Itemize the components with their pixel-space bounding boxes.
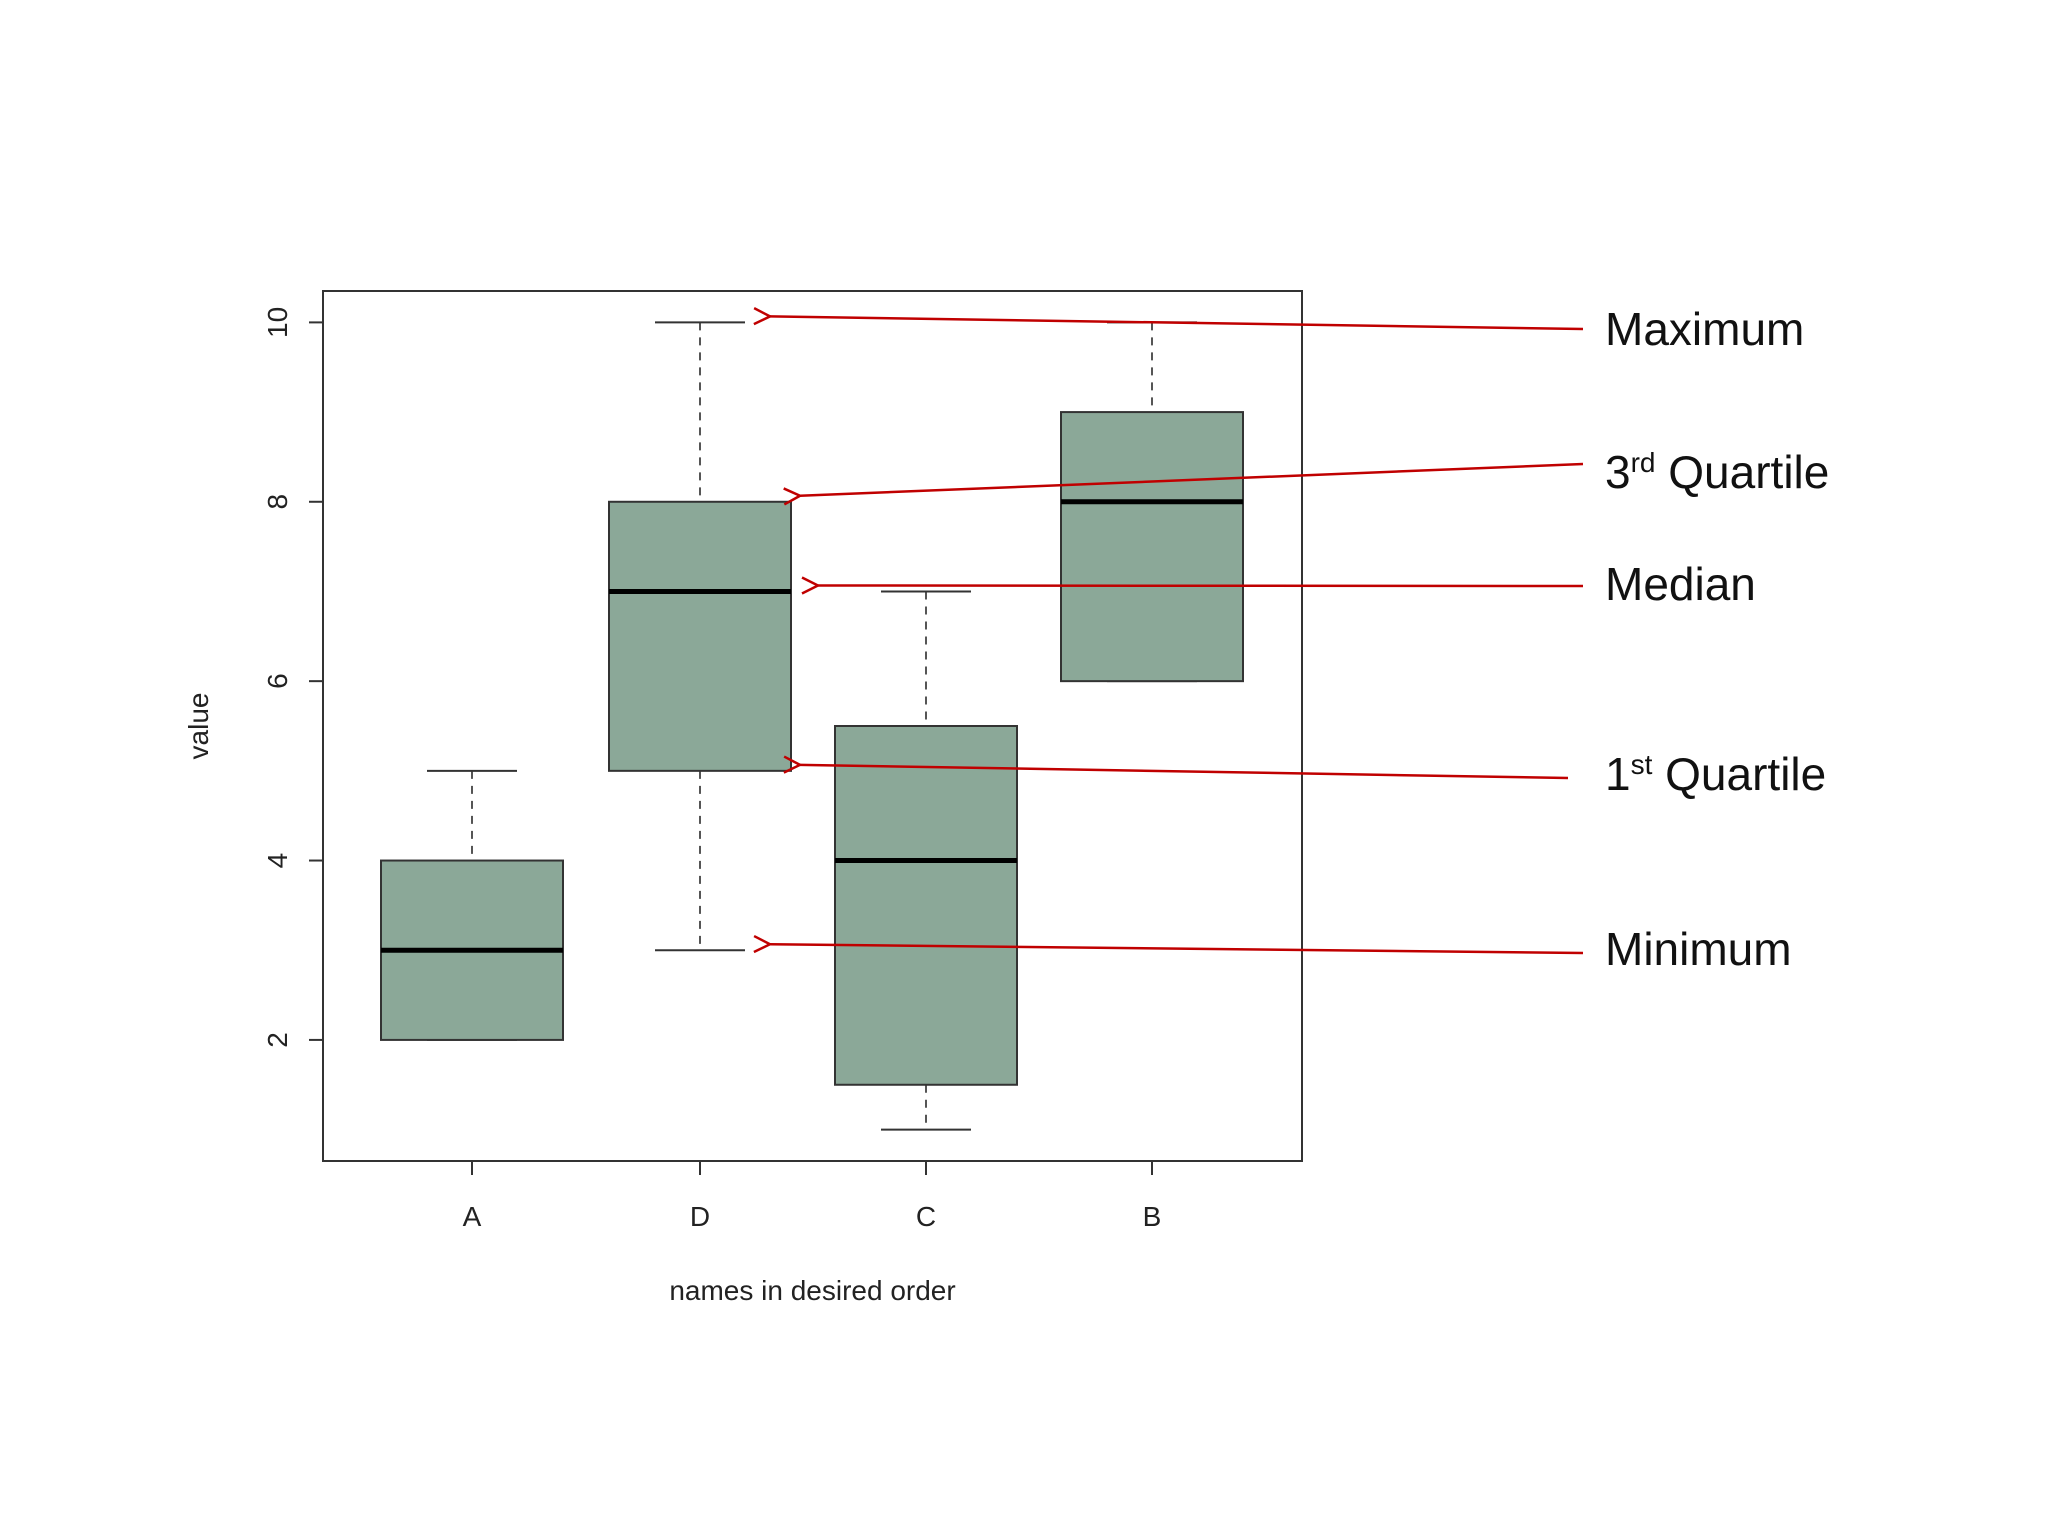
x-tick-label: C (916, 1201, 936, 1232)
annotation-label-minimum: Minimum (1605, 923, 1792, 975)
y-tick-label: 10 (262, 307, 293, 338)
y-tick-label: 4 (262, 853, 293, 869)
x-tick-label: D (690, 1201, 710, 1232)
annotation-label-q1: 1st Quartile (1605, 748, 1826, 800)
box-group-c (834, 590, 1018, 1131)
y-axis-title: value (183, 693, 214, 760)
annotation-arrow-q3 (800, 462, 1584, 496)
y-tick-label: 2 (262, 1032, 293, 1048)
iqr-box (608, 500, 792, 772)
box-group-b (1060, 321, 1244, 683)
y-tick-label: 6 (262, 673, 293, 689)
annotation-label-q3: 3rd Quartile (1605, 446, 1829, 498)
box-group-d (608, 321, 792, 952)
annotation-label-median: Median (1605, 558, 1756, 610)
annotation-arrow-q1 (800, 765, 1569, 780)
iqr-box (834, 725, 1018, 1086)
annotation-arrow-median (818, 585, 1584, 586)
box-group-a (380, 769, 564, 1041)
iqr-box (1060, 411, 1244, 683)
x-axis-title: names in desired order (669, 1275, 955, 1306)
annotation-arrow-maximum (770, 316, 1584, 331)
y-tick-label: 8 (262, 494, 293, 510)
x-tick-label: B (1143, 1201, 1162, 1232)
x-tick-label: A (463, 1201, 482, 1232)
annotation-arrow-minimum (770, 944, 1584, 955)
annotation-label-maximum: Maximum (1605, 303, 1804, 355)
plot-frame (322, 290, 1303, 1162)
